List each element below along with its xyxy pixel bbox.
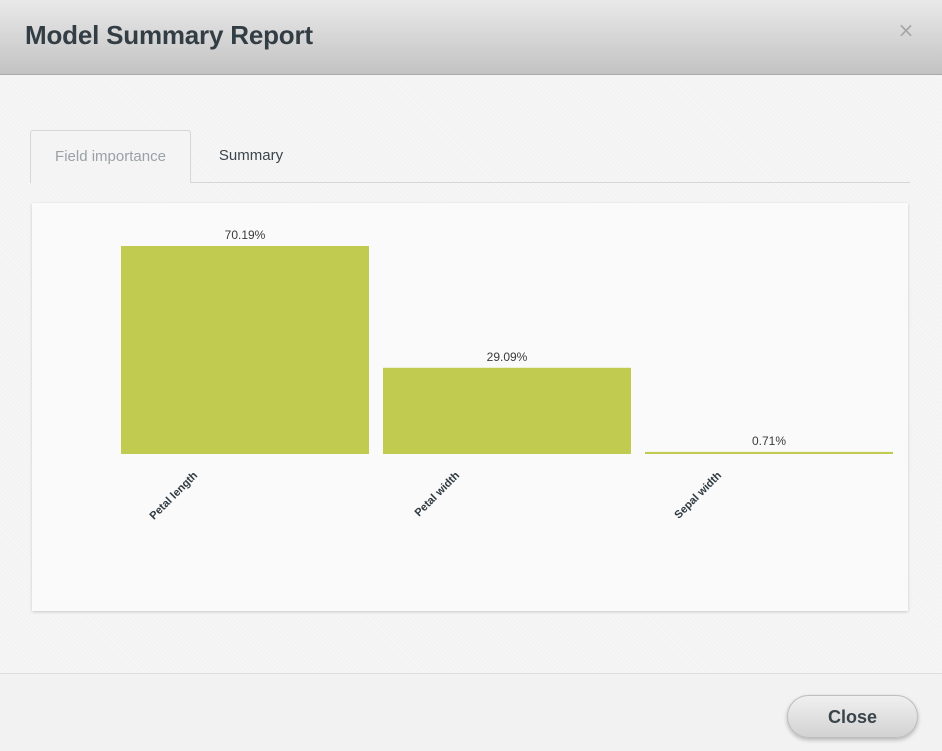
tab-field-importance[interactable]: Field importance xyxy=(30,130,191,183)
tab-bar: Field importance Summary xyxy=(30,130,910,183)
tab-summary[interactable]: Summary xyxy=(218,147,284,164)
chart-panel: 70.19% Petal length 29.09% Petal width 0.71%… xyxy=(32,203,908,611)
close-icon[interactable]: × xyxy=(897,18,915,42)
dialog-header: Model Summary Report × xyxy=(0,0,942,75)
x-tick-label: Sepal width xyxy=(672,469,724,521)
field-importance-chart: 70.19% Petal length 29.09% Petal width 0.71%… xyxy=(121,228,893,522)
data-label: 70.19% xyxy=(225,228,266,242)
x-tick-label: Petal width xyxy=(413,469,463,519)
dialog-title: Model Summary Report xyxy=(25,20,313,50)
dialog-footer xyxy=(0,673,942,751)
close-button[interactable]: Close xyxy=(787,695,918,738)
bar-petal-width[interactable] xyxy=(383,367,631,454)
data-label: 0.71% xyxy=(752,434,786,448)
bar-sepal-width[interactable] xyxy=(645,451,893,454)
x-tick-label: Petal length xyxy=(148,469,201,522)
data-label: 29.09% xyxy=(487,350,528,364)
bar-petal-length[interactable] xyxy=(121,246,369,454)
